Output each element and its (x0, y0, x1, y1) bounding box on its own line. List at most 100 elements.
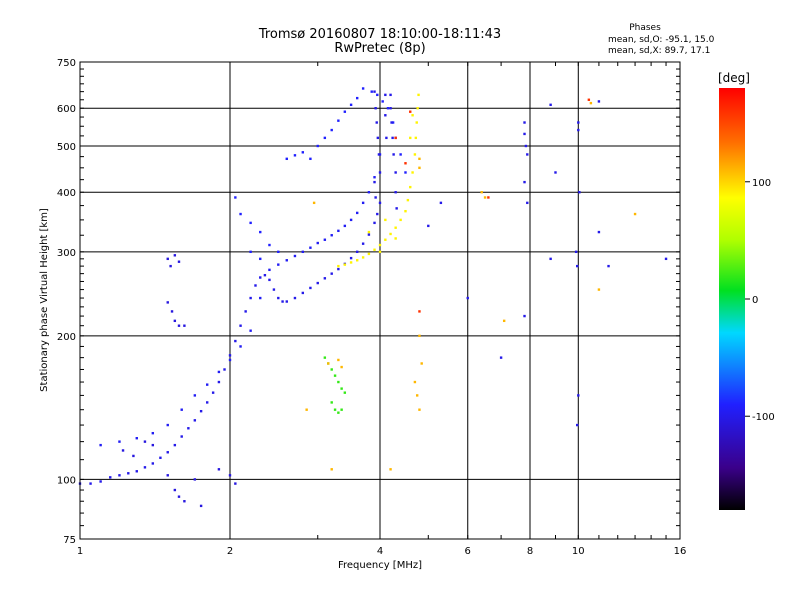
data-point (234, 482, 237, 485)
data-point (480, 191, 483, 194)
data-point (487, 196, 490, 199)
data-point (151, 462, 155, 465)
y-tick-label: 750 (57, 58, 76, 69)
data-point (173, 443, 177, 447)
data-point (418, 408, 421, 411)
x-tick-label: 4 (377, 546, 383, 557)
data-point (413, 153, 417, 156)
data-point (340, 365, 343, 369)
data-point (301, 291, 305, 295)
data-point (378, 171, 382, 174)
data-point (169, 264, 172, 268)
x-tick-label: 8 (527, 546, 533, 557)
data-point (323, 277, 327, 280)
data-point (330, 368, 333, 371)
data-point (217, 380, 221, 384)
colorbar-label: [deg] (718, 71, 750, 85)
data-point (578, 191, 581, 194)
data-points (78, 87, 668, 508)
data-point (316, 144, 319, 148)
data-point (349, 103, 353, 107)
data-point (166, 423, 169, 427)
data-point (420, 362, 423, 365)
data-point (330, 234, 333, 237)
data-point (211, 391, 215, 394)
data-point (406, 198, 410, 202)
data-point (272, 288, 276, 291)
data-point (376, 93, 379, 97)
data-point (589, 101, 593, 105)
y-axis-ticks: 75 100 200 300 400 500 600 750 (57, 58, 680, 546)
data-point (343, 391, 347, 394)
data-point (180, 435, 183, 438)
colorbar (719, 88, 745, 510)
data-point (355, 211, 359, 215)
data-point (483, 196, 487, 199)
data-point (414, 136, 418, 140)
chart-title: Tromsø 20160807 18:10:00-18:11:43 (258, 27, 501, 42)
data-point (374, 196, 377, 199)
grid (80, 62, 680, 539)
data-point (587, 98, 591, 101)
data-point (239, 324, 242, 327)
data-point (301, 250, 305, 254)
x-tick-label: 10 (572, 546, 585, 557)
data-point (375, 121, 378, 124)
data-point (193, 419, 197, 422)
data-point (183, 500, 186, 503)
data-point (597, 100, 601, 103)
data-point (523, 132, 526, 136)
data-point (409, 110, 412, 113)
data-point (337, 267, 340, 271)
data-point (316, 281, 319, 285)
data-point (333, 374, 337, 377)
data-point (378, 250, 382, 254)
data-point (166, 257, 169, 261)
data-point (502, 319, 506, 323)
data-point (411, 171, 414, 174)
data-point (259, 230, 262, 234)
data-point (323, 238, 327, 241)
data-point (404, 209, 407, 213)
data-point (394, 191, 397, 194)
data-point (427, 224, 430, 228)
data-point (343, 224, 347, 228)
data-point (143, 440, 147, 443)
y-tick-label: 400 (57, 188, 76, 199)
data-point (180, 408, 183, 411)
data-point (376, 136, 380, 140)
data-point (409, 136, 412, 140)
data-point (349, 218, 353, 222)
data-point (259, 296, 262, 300)
data-point (633, 212, 637, 216)
data-point (526, 153, 529, 156)
data-point (121, 449, 125, 452)
data-point (394, 171, 397, 174)
data-point (392, 153, 395, 156)
y-tick-label: 500 (57, 142, 76, 153)
data-point (385, 136, 388, 140)
data-point (187, 427, 190, 430)
data-point (384, 218, 387, 222)
data-point (277, 296, 280, 300)
data-point (327, 362, 330, 365)
data-point (386, 107, 390, 110)
x-tick-label: 16 (674, 546, 687, 557)
data-point (166, 301, 169, 304)
data-point (285, 157, 288, 161)
data-point (330, 272, 333, 275)
data-point (597, 288, 601, 291)
data-point (217, 370, 221, 374)
chart-subtitle: RwPretec (8p) (334, 41, 425, 56)
data-point (259, 257, 262, 261)
data-point (607, 264, 610, 268)
data-point (524, 144, 528, 148)
data-point (549, 257, 552, 261)
data-point (330, 468, 333, 471)
y-tick-label: 200 (57, 332, 76, 343)
data-point (228, 354, 232, 357)
data-point (381, 100, 384, 103)
y-tick-label: 75 (63, 535, 76, 546)
y-tick-label: 300 (57, 248, 76, 259)
data-point (355, 259, 359, 262)
